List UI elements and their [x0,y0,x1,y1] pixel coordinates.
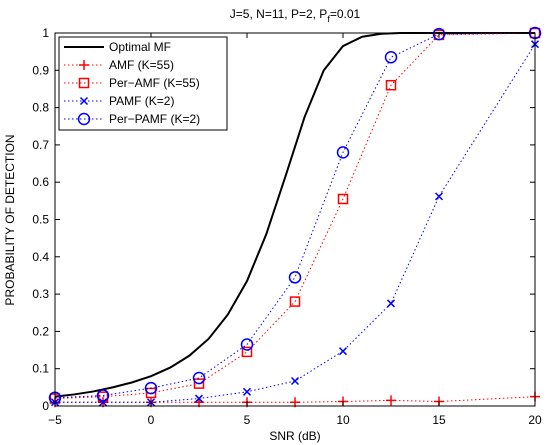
y-tick-label: 0.9 [32,63,49,77]
data-point-pamf-k-2 [290,376,300,386]
data-point-per-pamf-k-2 [432,27,446,41]
legend-label-optimal-mf: Optimal MF [109,40,171,54]
data-point-pamf-k-2 [434,192,444,201]
legend: Optimal MF AMF (K=55) Per−AMF (K=55) PAMF (… [58,36,228,131]
data-point-amf-k-55 [386,395,396,406]
chart-title-main: J=5, N=11, P=2, P [230,7,328,21]
data-point-pamf-k-2 [194,394,204,403]
y-tick-label: 0.3 [32,287,49,301]
y-tick-label: 0.7 [32,138,49,152]
legend-label-pamf-k-2: PAMF (K=2) [109,94,174,108]
data-point-per-pamf-k-2 [96,389,110,402]
legend-label-per-amf-k-55: Per−AMF (K=55) [109,76,200,90]
legend-marker-pamf-k-2 [79,96,89,106]
data-point-pamf-k-2 [242,387,252,396]
x-tick-label: −5 [48,413,62,427]
data-point-pamf-k-2 [386,299,396,308]
data-point-per-pamf-k-2 [384,50,398,64]
x-axis-label: SNR (dB) [269,429,320,443]
series-line-per-pamf-k-2 [54,32,536,399]
data-point-per-amf-k-55 [289,296,301,307]
series-layer [48,26,542,408]
data-point-per-pamf-k-2 [336,146,350,159]
legend-label-amf-k-55: AMF (K=55) [109,58,174,72]
y-tick-label: 0.2 [32,324,49,338]
data-point-per-pamf-k-2 [144,381,158,395]
x-tick-label: 10 [336,413,350,427]
chart-title-tail: =0.01 [330,7,361,21]
data-point-per-pamf-k-2 [192,371,206,385]
chart-title-subscript: f [327,14,330,24]
chart-title: J=5, N=11, P=2, Pf=0.01 [230,7,361,24]
series-line-pamf-k-2 [55,43,536,403]
legend-label-per-pamf-k-2: Per−PAMF (K=2) [109,112,200,126]
y-tick-label: 0.8 [32,101,49,115]
y-tick-label: 1 [42,26,49,40]
y-axis-label: PROBABILITY OF DETECTION [3,134,17,305]
y-tick-label: 0.1 [32,362,49,376]
data-point-per-amf-k-55 [241,346,253,358]
legend-marker-amf-k-55 [79,60,89,70]
x-tick-label: 5 [244,413,251,427]
data-point-per-pamf-k-2 [240,338,254,351]
data-point-per-pamf-k-2 [288,271,302,284]
data-point-per-amf-k-55 [385,79,397,91]
legend-marker-per-pamf-k-2 [77,112,91,126]
x-tick-label: 20 [528,413,542,427]
y-tick-label: 0.4 [32,250,49,264]
data-point-pamf-k-2 [338,347,348,356]
legend-marker-per-amf-k-55 [78,77,90,89]
data-point-per-amf-k-55 [193,378,205,389]
y-tick-label: 0.6 [32,175,49,189]
x-tick-label: 0 [148,413,155,427]
y-tick-label: 0 [42,399,49,413]
series-line-per-amf-k-55 [54,32,536,400]
data-point-per-amf-k-55 [337,193,349,205]
y-tick-label: 0.5 [32,213,49,227]
x-tick-label: 15 [432,413,446,427]
